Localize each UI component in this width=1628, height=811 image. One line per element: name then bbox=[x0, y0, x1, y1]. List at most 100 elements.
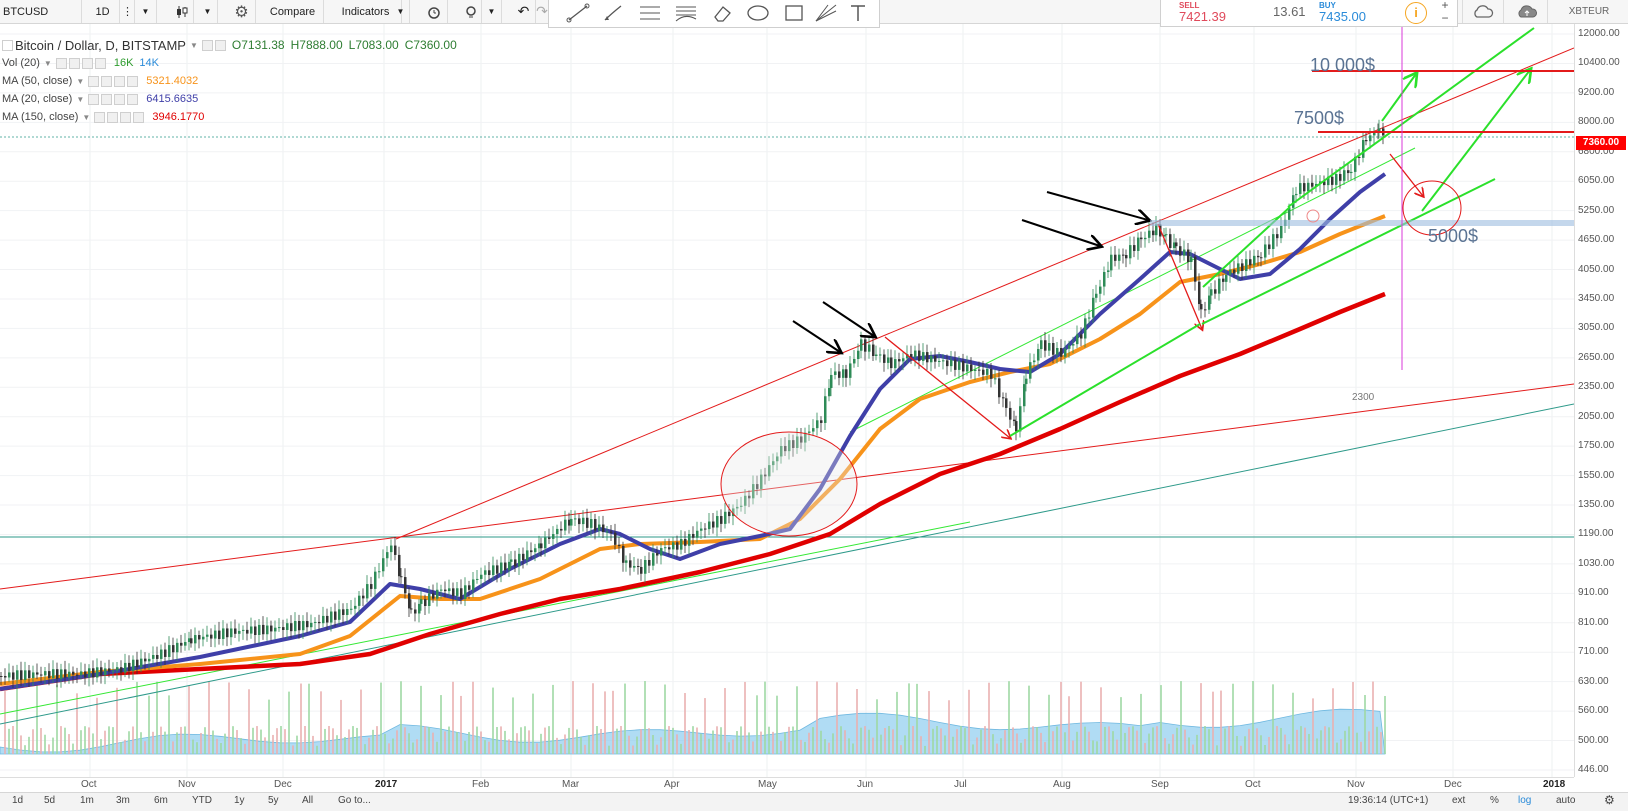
candle-body bbox=[526, 550, 529, 561]
price-tick: 3050.00 bbox=[1578, 322, 1615, 334]
chart-style-button[interactable] bbox=[170, 0, 194, 23]
close-icon[interactable] bbox=[133, 111, 145, 123]
candle-body bbox=[1237, 263, 1240, 274]
range-1m[interactable]: 1m bbox=[80, 795, 94, 806]
candle-body bbox=[60, 669, 63, 679]
cloud-save-button[interactable] bbox=[1506, 0, 1548, 23]
price-chart[interactable] bbox=[0, 24, 1574, 777]
chevron-down-icon[interactable]: ▼ bbox=[76, 76, 85, 86]
volume-bar bbox=[636, 736, 638, 754]
interval-button[interactable]: 1D bbox=[86, 0, 120, 23]
candle-body bbox=[922, 352, 925, 361]
auto-toggle[interactable]: auto bbox=[1556, 795, 1576, 806]
add-icon[interactable] bbox=[120, 111, 132, 123]
eraser-icon[interactable] bbox=[709, 2, 735, 24]
compare-button[interactable]: Compare bbox=[262, 0, 324, 23]
settings-icon[interactable] bbox=[107, 111, 119, 123]
buy-button[interactable]: BUY 7435.00 bbox=[1313, 0, 1399, 26]
volume-bar bbox=[80, 730, 82, 754]
range-1y[interactable]: 1y bbox=[234, 795, 245, 806]
settings-icon[interactable] bbox=[214, 39, 226, 51]
idea-button[interactable] bbox=[460, 0, 482, 23]
second-symbol[interactable]: XBTEUR bbox=[1550, 0, 1628, 23]
sell-button[interactable]: SELL 7421.39 bbox=[1161, 0, 1261, 26]
undo-button[interactable]: ↶ bbox=[512, 0, 536, 23]
indicators-dropdown[interactable]: ▼ bbox=[392, 0, 410, 23]
indicators-button[interactable]: Indicators bbox=[330, 0, 402, 23]
candle-body bbox=[156, 654, 159, 659]
candle-body bbox=[756, 484, 759, 489]
price-tick: 710.00 bbox=[1578, 646, 1609, 658]
legend-indicator-ma150[interactable]: MA (150, close) ▼ 3946.1770 bbox=[2, 108, 457, 126]
trendline-icon[interactable] bbox=[565, 2, 591, 24]
close-icon[interactable] bbox=[127, 75, 139, 87]
alert-button[interactable] bbox=[420, 0, 448, 23]
chevron-down-icon[interactable]: ▼ bbox=[82, 112, 91, 122]
legend-indicator-volume[interactable]: Vol (20) ▼ 16K 14K bbox=[2, 54, 457, 72]
candle-body bbox=[676, 542, 679, 550]
brush-icon[interactable] bbox=[601, 2, 627, 24]
gear-icon[interactable]: ⚙ bbox=[1604, 793, 1615, 807]
add-icon[interactable] bbox=[114, 75, 126, 87]
close-icon[interactable] bbox=[94, 57, 106, 69]
ext-toggle[interactable]: ext bbox=[1452, 795, 1466, 806]
chevron-down-icon[interactable]: ▼ bbox=[43, 58, 52, 68]
indicator-value: 3946.1770 bbox=[152, 111, 205, 123]
legend-indicator-ma50[interactable]: MA (50, close) ▼ 5321.4032 bbox=[2, 72, 457, 90]
visibility-icon[interactable] bbox=[201, 39, 213, 51]
time-axis[interactable]: Oct Nov Dec 2017 Feb Mar Apr May Jun Jul Aug Sep Oct… bbox=[0, 777, 1574, 791]
visibility-icon[interactable] bbox=[55, 57, 67, 69]
range-1d[interactable]: 1d bbox=[12, 795, 24, 806]
range-6m[interactable]: 6m bbox=[154, 795, 168, 806]
volume-bar bbox=[188, 686, 190, 754]
settings-icon[interactable] bbox=[101, 75, 113, 87]
candle-body bbox=[700, 528, 703, 531]
add-icon[interactable] bbox=[81, 57, 93, 69]
volume-bar bbox=[1104, 726, 1106, 754]
collapse-icon[interactable] bbox=[2, 39, 13, 51]
candle-body bbox=[1169, 234, 1172, 248]
settings-icon[interactable] bbox=[68, 57, 80, 69]
idea-dropdown[interactable]: ▼ bbox=[482, 0, 502, 23]
visibility-icon[interactable] bbox=[88, 75, 100, 87]
fib-icon[interactable] bbox=[673, 2, 699, 24]
range-5d[interactable]: 5d bbox=[44, 795, 56, 806]
volume-bar bbox=[768, 726, 770, 754]
pitchfork-icon[interactable] bbox=[637, 2, 663, 24]
range-5y[interactable]: 5y bbox=[268, 795, 279, 806]
ellipse-icon[interactable] bbox=[745, 2, 771, 24]
add-icon[interactable] bbox=[114, 93, 126, 105]
range-ytd[interactable]: YTD bbox=[192, 795, 212, 806]
redo-button[interactable]: ↷ bbox=[536, 0, 548, 23]
visibility-icon[interactable] bbox=[88, 93, 100, 105]
volume-bar bbox=[1380, 732, 1382, 754]
range-all[interactable]: All bbox=[302, 795, 314, 806]
interval-menu-button[interactable]: ⋮ bbox=[121, 0, 135, 23]
close-icon[interactable] bbox=[127, 93, 139, 105]
settings-button[interactable]: ⚙ bbox=[228, 0, 256, 23]
settings-icon[interactable] bbox=[101, 93, 113, 105]
legend-indicator-ma20[interactable]: MA (20, close) ▼ 6415.6635 bbox=[2, 90, 457, 108]
legend-main-series[interactable]: Bitcoin / Dollar, D, BITSTAMP ▼ O7131.38… bbox=[2, 36, 457, 54]
cloud-load-button[interactable] bbox=[1462, 0, 1504, 23]
candle-body bbox=[48, 671, 51, 679]
chart-style-dropdown[interactable]: ▼ bbox=[198, 0, 218, 23]
gann-icon[interactable] bbox=[813, 2, 839, 24]
zoom-plus-button[interactable]: + bbox=[1441, 0, 1449, 12]
visibility-icon[interactable] bbox=[94, 111, 106, 123]
log-toggle[interactable]: log bbox=[1518, 795, 1532, 806]
chevron-down-icon[interactable]: ▼ bbox=[189, 40, 198, 50]
symbol-search[interactable]: BTCUSD bbox=[0, 0, 82, 23]
goto-button[interactable]: Go to... bbox=[338, 795, 371, 806]
chevron-down-icon[interactable]: ▼ bbox=[76, 94, 85, 104]
interval-dropdown[interactable]: ▼ bbox=[135, 0, 157, 23]
rectangle-icon[interactable] bbox=[781, 2, 807, 24]
volume-bar bbox=[804, 741, 806, 754]
text-icon[interactable] bbox=[845, 2, 871, 24]
volume-bar bbox=[560, 744, 562, 754]
candle-body bbox=[514, 559, 517, 567]
range-3m[interactable]: 3m bbox=[116, 795, 130, 806]
zoom-minus-button[interactable]: − bbox=[1441, 11, 1449, 25]
percent-toggle[interactable]: % bbox=[1490, 795, 1499, 806]
info-button[interactable]: i bbox=[1405, 2, 1427, 24]
